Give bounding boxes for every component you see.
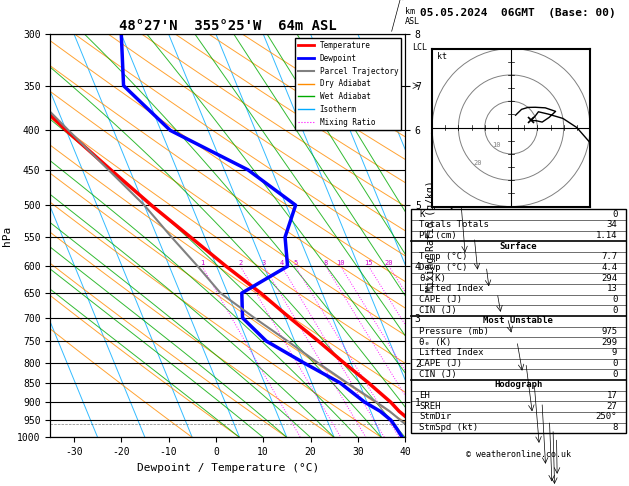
Text: SREH: SREH [420,402,441,411]
Text: Temp (°C): Temp (°C) [420,252,468,261]
Text: Lifted Index: Lifted Index [420,348,484,357]
Text: EH: EH [420,391,430,400]
Text: Lifted Index: Lifted Index [420,284,484,294]
Legend: Temperature, Dewpoint, Parcel Trajectory, Dry Adiabat, Wet Adiabat, Isotherm, Mi: Temperature, Dewpoint, Parcel Trajectory… [295,38,401,130]
Text: 0: 0 [612,359,617,368]
Text: PW (cm): PW (cm) [420,231,457,240]
X-axis label: Dewpoint / Temperature (°C): Dewpoint / Temperature (°C) [136,463,319,473]
Text: Hodograph: Hodograph [494,381,543,389]
Text: 9: 9 [612,348,617,357]
Text: 8: 8 [324,260,328,266]
Text: θₑ(K): θₑ(K) [420,274,447,283]
Text: CIN (J): CIN (J) [420,370,457,379]
Text: CIN (J): CIN (J) [420,306,457,315]
Text: 3: 3 [262,260,266,266]
Text: 0: 0 [612,370,617,379]
Text: Most Unstable: Most Unstable [484,316,554,326]
Text: 7.7: 7.7 [601,252,617,261]
Text: StmDir: StmDir [420,412,452,421]
Text: 13: 13 [606,284,617,294]
Text: Totals Totals: Totals Totals [420,221,489,229]
Text: 975: 975 [601,327,617,336]
Text: 1.14: 1.14 [596,231,617,240]
Text: 250°: 250° [596,412,617,421]
Title: 48°27'N  355°25'W  64m ASL: 48°27'N 355°25'W 64m ASL [119,19,337,33]
Text: 0: 0 [612,210,617,219]
Y-axis label: Mixing Ratio (g/kg): Mixing Ratio (g/kg) [426,180,437,292]
Text: 299: 299 [601,338,617,347]
Text: 15: 15 [364,260,373,266]
Text: LCL: LCL [412,43,427,52]
Text: 34: 34 [606,221,617,229]
Text: 8: 8 [612,423,617,432]
Text: Pressure (mb): Pressure (mb) [420,327,489,336]
Text: K: K [420,210,425,219]
Text: 17: 17 [606,391,617,400]
Text: θₑ (K): θₑ (K) [420,338,452,347]
Text: 20: 20 [473,160,482,167]
Text: Surface: Surface [499,242,537,251]
Text: 1: 1 [200,260,204,266]
Bar [411,209,626,434]
Text: 4.4: 4.4 [601,263,617,272]
Text: km
ASL: km ASL [405,6,420,26]
Text: 2: 2 [238,260,243,266]
Text: 0: 0 [612,306,617,315]
Y-axis label: hPa: hPa [1,226,11,246]
Text: 05.05.2024  06GMT  (Base: 00): 05.05.2024 06GMT (Base: 00) [420,8,616,18]
Text: 20: 20 [385,260,393,266]
Text: 4: 4 [279,260,284,266]
Text: 10: 10 [337,260,345,266]
Text: Dewp (°C): Dewp (°C) [420,263,468,272]
Text: 27: 27 [606,402,617,411]
Text: StmSpd (kt): StmSpd (kt) [420,423,479,432]
Text: CAPE (J): CAPE (J) [420,359,462,368]
Text: 0: 0 [612,295,617,304]
Text: © weatheronline.co.uk: © weatheronline.co.uk [466,450,571,458]
Text: kt: kt [437,52,447,61]
Text: 5: 5 [293,260,298,266]
Text: 10: 10 [492,141,501,148]
Text: CAPE (J): CAPE (J) [420,295,462,304]
Text: 294: 294 [601,274,617,283]
